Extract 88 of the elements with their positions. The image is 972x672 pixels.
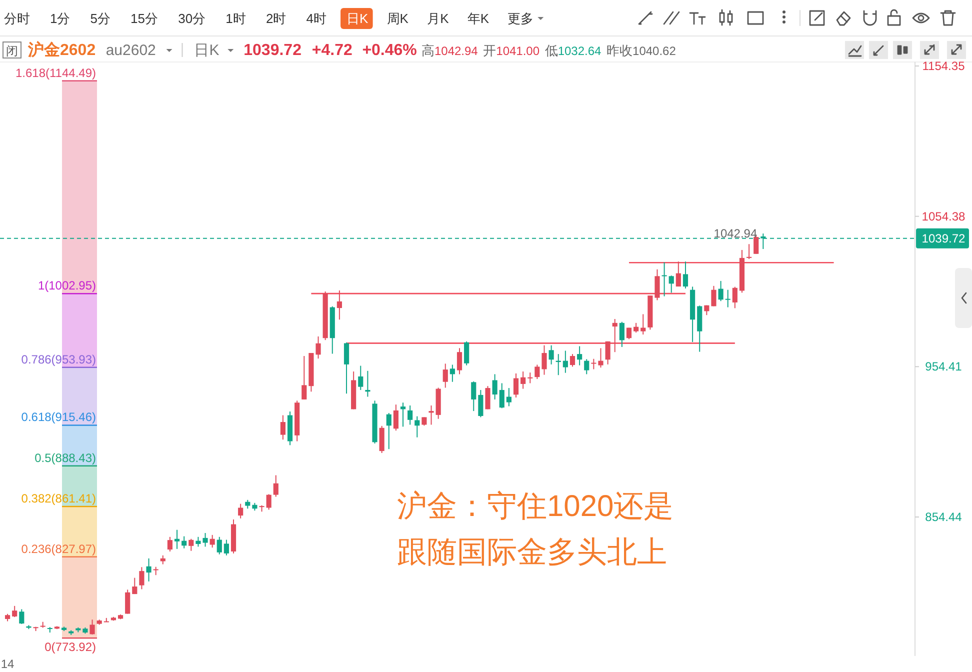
ref-line-label: 1039.72 [922,231,966,246]
y-tick-label: 954.41 [925,360,962,374]
y-tick-label: 1154.35 [922,58,966,73]
candlestick [654,268,660,301]
candlestick [316,336,321,360]
ref-line-label: 0.236(827.97) [21,542,96,556]
candlestick [266,494,272,510]
candlestick [676,261,681,288]
candlestick [188,538,194,552]
text: 沪金：守住1020还是跟随国际金多头北上 [397,490,674,569]
candlestick [464,340,470,366]
candlestick [534,364,540,380]
ref-line-label: 0(773.92) [44,640,96,654]
candlestick [485,386,490,410]
candlestick [167,536,172,552]
candlestick [591,358,596,370]
candlestick [196,536,201,548]
candlestick [408,404,413,426]
candlestick [634,322,639,334]
candlestick [492,374,498,400]
candlestick [725,289,730,308]
candlestick [238,503,244,519]
candlestick [344,342,350,394]
text: 分时 1分 5分 15分 30分 1时 2时 4时 日K 周K 月K 年K 更多 [4,11,534,26]
candlestick [718,280,724,302]
candlestick [224,539,229,556]
candlestick [393,404,398,432]
annotation: 1042.94 [714,226,758,241]
candlestick [216,536,222,555]
candlestick [146,558,152,582]
candlestick [506,388,512,407]
y-tick-label: 1054.38 [922,209,966,224]
candlestick [132,577,138,595]
x-tick-label: 14 [0,657,15,671]
candlestick [478,389,484,418]
candlestick [640,314,646,335]
candlestick [90,619,95,635]
candlestick [174,529,180,550]
ref-line-label: 0.618(915.46) [21,410,96,424]
candlestick [302,355,307,400]
candlestick [428,404,434,426]
candlestick [577,346,582,366]
candlestick [513,372,519,398]
candlestick [442,363,448,388]
ref-line-label: 0.786(953.93) [21,352,96,366]
candlestick [273,474,278,498]
candlestick [612,318,618,353]
candlestick [471,380,476,412]
candlestick [626,327,632,340]
candlestick [386,412,392,450]
candlestick [336,290,342,320]
candlestick [548,344,554,365]
candlestick [139,566,144,590]
candlestick [202,532,208,548]
candlestick [379,425,384,454]
candlestick [456,348,462,375]
candlestick [210,534,215,548]
candlestick [542,344,547,376]
ref-line-label: 1.618(1144.49) [15,66,96,80]
candlestick [400,402,406,428]
ref-line-label: 0.382(861.41) [21,492,96,506]
candlestick [662,262,667,297]
candlestick [414,416,420,438]
y-tick-label: 854.44 [925,510,962,524]
candlestick [499,382,504,409]
ref-line-label: 1(1002.95) [38,278,96,293]
candlestick [12,605,18,618]
candlestick [668,275,674,294]
candlestick [584,358,590,375]
candlestick [358,365,364,390]
candlestick [682,261,688,289]
candlestick [605,340,610,365]
ref-line-label: 0.5(888.43) [34,450,96,465]
candlestick [125,589,130,614]
candlestick [746,244,752,260]
candlestick [528,372,533,384]
candlestick [711,285,716,307]
candlestick [520,370,526,390]
candlestick [562,350,568,374]
candlestick [732,286,738,309]
candlestick [619,321,624,348]
candlestick [598,348,604,368]
candlestick [450,364,455,382]
text: 闭 沪金2602 au2602 日K 1039.72 +4.72 +0.46% 高1042.94 开1041.00 低1032.64 昨收1040.62 [6,42,676,59]
candlestick [280,414,286,440]
candlestick [182,536,187,549]
candlestick [19,608,24,624]
candlestick [570,354,576,368]
